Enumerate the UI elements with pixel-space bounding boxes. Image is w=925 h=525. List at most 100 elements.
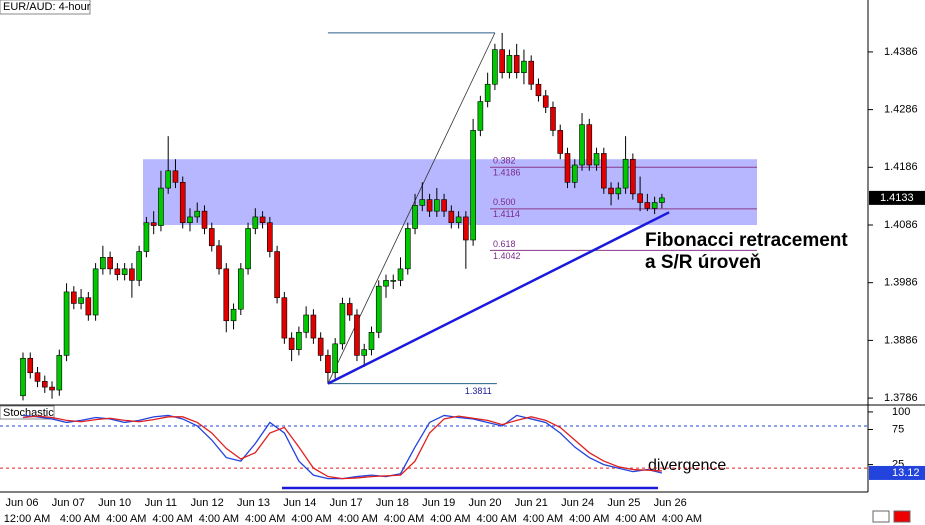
candle-body <box>216 245 222 270</box>
candle-body <box>455 216 462 223</box>
time-label: 4:00 AM <box>338 513 378 525</box>
candle-body <box>310 314 317 339</box>
last-price-label: 1.4133 <box>880 192 914 204</box>
x-tick-label: Jun 25 <box>607 497 640 509</box>
annotation: divergence <box>648 457 726 474</box>
candle-body <box>448 210 455 223</box>
candle-body <box>121 268 128 275</box>
candle-body <box>622 158 629 189</box>
scroll-button[interactable] <box>872 510 890 523</box>
candle-body <box>375 285 382 333</box>
candle-body <box>107 257 113 270</box>
candle-body <box>637 193 643 203</box>
y-tick-label: 1.3886 <box>884 334 918 346</box>
candle-body <box>34 372 41 382</box>
candle-body <box>150 222 157 226</box>
candle-body <box>288 337 295 350</box>
candle-body <box>615 187 622 195</box>
time-label: 4:00 AM <box>523 513 563 525</box>
candle-body <box>194 210 201 218</box>
candle-body <box>41 381 48 388</box>
candle-body <box>332 343 338 373</box>
candle-body <box>223 268 230 322</box>
candle-body <box>114 268 121 275</box>
candle-body <box>274 251 280 298</box>
candle-body <box>404 228 411 270</box>
fib-ratio: 0.500 <box>493 197 516 207</box>
candle-body <box>644 202 651 209</box>
x-tick-label: Jun 10 <box>98 497 131 509</box>
time-label: 4:00 AM <box>615 513 655 525</box>
x-tick-label: Jun 26 <box>654 497 687 509</box>
fib-price: 1.4114 <box>493 209 520 219</box>
stochastic-line <box>22 415 662 480</box>
fib-ratio: 0.382 <box>493 156 516 166</box>
time-label: 4:00 AM <box>430 513 470 525</box>
trendline <box>327 211 670 385</box>
time-label: 4:00 AM <box>384 513 424 525</box>
candle-body <box>651 202 658 209</box>
candle-body <box>346 303 353 316</box>
stoch-value-box <box>869 465 925 480</box>
candle-body <box>339 303 346 345</box>
x-tick-label: Jun 24 <box>561 497 594 509</box>
candle-body <box>383 280 389 287</box>
candle-body <box>521 60 527 73</box>
candle-body <box>361 349 368 356</box>
candle-body <box>238 268 244 310</box>
time-label: 4:00 AM <box>152 513 192 525</box>
candle-body <box>397 268 404 281</box>
candle-body <box>593 153 600 166</box>
candle-body <box>172 170 179 183</box>
y-tick-label: 75 <box>892 423 904 435</box>
candle-body <box>571 164 578 183</box>
candle-body <box>499 49 505 73</box>
candle-body <box>600 153 607 189</box>
candle-body <box>129 268 135 281</box>
candle-body <box>368 332 375 350</box>
candle-body <box>208 228 215 247</box>
candle-body <box>296 332 302 350</box>
last-price-box <box>869 190 925 205</box>
candle-body <box>201 210 208 229</box>
swing-low-label: 1.3811 <box>465 386 492 396</box>
candle-body <box>27 357 34 373</box>
y-tick-label: 1.4186 <box>884 161 918 173</box>
fib-ratio: 0.618 <box>493 239 516 249</box>
y-tick-label: 100 <box>892 406 910 418</box>
x-tick-label: Jun 13 <box>237 497 270 509</box>
candle-body <box>20 357 26 397</box>
candle-body <box>419 199 426 206</box>
candle-body <box>412 205 418 229</box>
y-tick-label: 1.3786 <box>884 392 918 404</box>
x-tick-label: Jun 19 <box>422 497 455 509</box>
candle-body <box>143 222 150 252</box>
candle-body <box>158 187 164 226</box>
candle-body <box>325 355 331 373</box>
y-tick-label: 1.4086 <box>884 219 918 231</box>
time-label: 4:00 AM <box>662 513 702 525</box>
time-label: 4:00 AM <box>569 513 609 525</box>
time-label: 4:00 AM <box>60 513 100 525</box>
candle-body <box>252 216 259 229</box>
candle-body <box>564 153 571 183</box>
candle-body <box>528 60 535 85</box>
close-button[interactable] <box>893 510 911 523</box>
time-label: 4:00 AM <box>245 513 285 525</box>
candle-body <box>92 268 99 316</box>
candle-body <box>317 337 324 356</box>
fib-price: 1.4186 <box>493 168 521 178</box>
candle-body <box>492 49 498 85</box>
annotation: a S/R úroveň <box>645 252 761 273</box>
candle-body <box>463 216 469 241</box>
plot-area: 1.3811 0.382 1.4186 0.500 1.4114 0.618 1.4042 <box>20 32 757 401</box>
candle-body <box>71 291 77 304</box>
panel-title-box <box>0 405 55 420</box>
time-label: 4:00 AM <box>477 513 517 525</box>
x-tick-label: Jun 20 <box>468 497 501 509</box>
candle-body <box>78 297 84 304</box>
title-box <box>0 0 91 15</box>
candle-body <box>513 55 520 73</box>
